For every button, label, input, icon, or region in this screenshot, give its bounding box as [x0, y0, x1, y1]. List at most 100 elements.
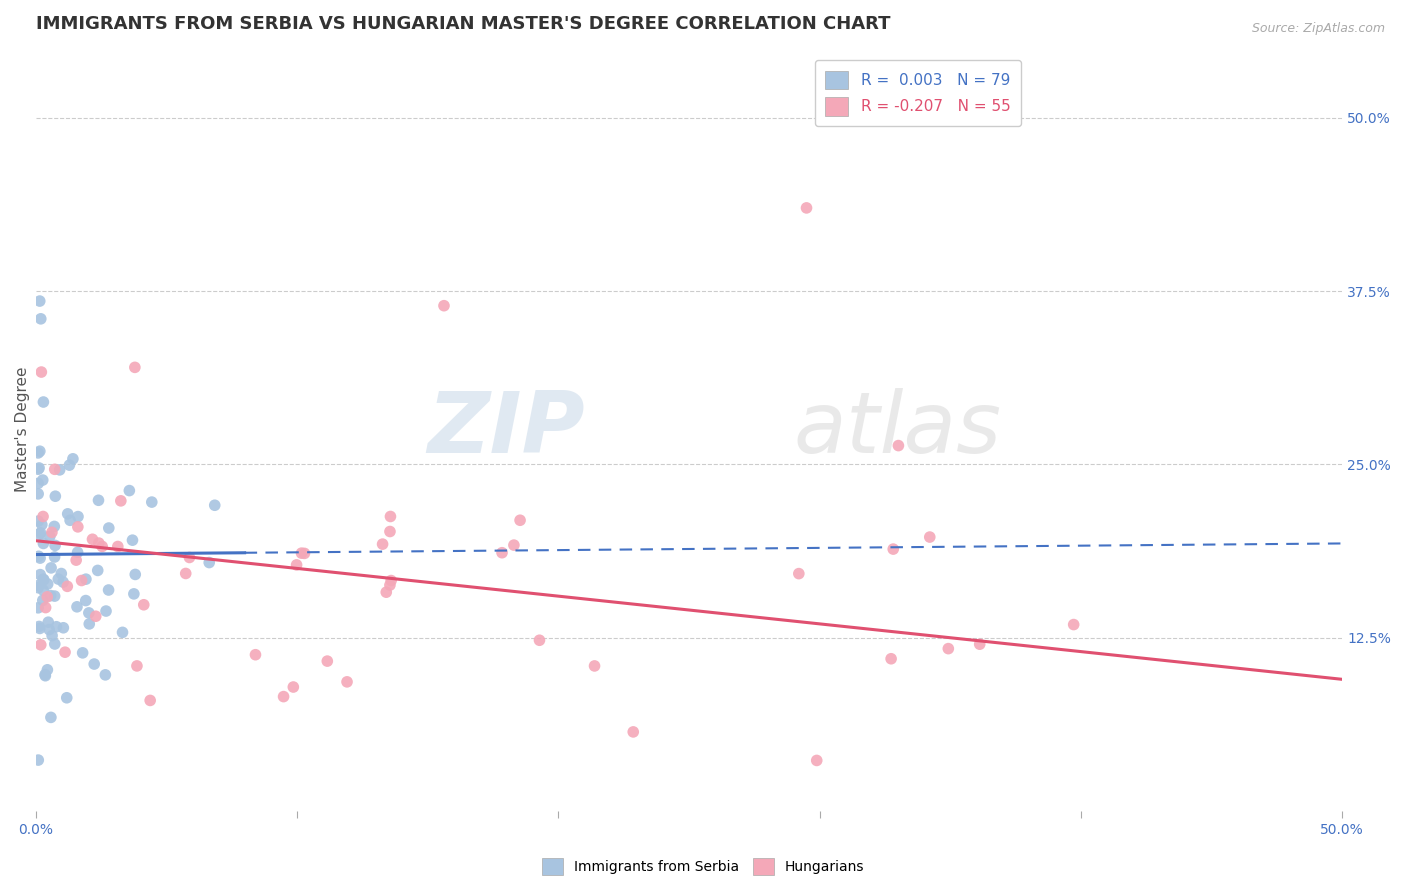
- Point: [51, 566, 73, 581]
- Point: [56, 507, 79, 521]
- Point: [32, 583, 55, 598]
- Point: [52, 621, 75, 635]
- Point: [27, 581, 49, 595]
- Point: [94, 668, 117, 682]
- Point: [39, 589, 62, 603]
- Point: [118, 483, 141, 498]
- Point: [56, 579, 79, 593]
- Point: [27, 600, 49, 615]
- Point: [59, 513, 82, 527]
- Point: [39, 710, 62, 724]
- Point: [882, 542, 904, 557]
- Text: atlas: atlas: [793, 388, 1001, 471]
- Point: [38, 529, 60, 543]
- Point: [27, 476, 49, 491]
- Point: [77, 616, 100, 631]
- Point: [37, 663, 59, 677]
- Point: [48, 463, 70, 477]
- Point: [380, 574, 402, 588]
- Point: [66, 599, 89, 614]
- Point: [30, 525, 52, 540]
- Point: [28, 444, 51, 458]
- Point: [27, 462, 49, 476]
- Point: [283, 680, 305, 694]
- Point: [37, 615, 59, 630]
- Point: [87, 563, 110, 577]
- Point: [583, 659, 606, 673]
- Point: [110, 493, 132, 508]
- Point: [91, 540, 114, 554]
- Point: [887, 439, 910, 453]
- Point: [75, 593, 97, 607]
- Point: [27, 487, 49, 501]
- Point: [65, 553, 87, 567]
- Point: [273, 690, 295, 704]
- Point: [37, 590, 59, 604]
- Point: [94, 604, 117, 618]
- Point: [122, 587, 145, 601]
- Point: [27, 753, 49, 767]
- Point: [918, 530, 941, 544]
- Point: [132, 598, 155, 612]
- Point: [46, 572, 69, 586]
- Point: [84, 609, 107, 624]
- Point: [28, 461, 51, 475]
- Point: [806, 754, 828, 768]
- Point: [529, 633, 551, 648]
- Point: [38, 623, 60, 637]
- Point: [285, 558, 308, 572]
- Point: [44, 538, 66, 552]
- Text: Source: ZipAtlas.com: Source: ZipAtlas.com: [1251, 22, 1385, 36]
- Point: [62, 451, 84, 466]
- Point: [83, 657, 105, 671]
- Point: [44, 489, 66, 503]
- Point: [58, 458, 80, 472]
- Point: [28, 622, 51, 636]
- Point: [316, 654, 339, 668]
- Point: [139, 693, 162, 707]
- Point: [30, 638, 52, 652]
- Point: [28, 527, 51, 541]
- Point: [30, 567, 52, 582]
- Point: [55, 690, 77, 705]
- Point: [39, 561, 62, 575]
- Point: [491, 546, 513, 560]
- Point: [44, 549, 66, 564]
- Point: [380, 509, 402, 524]
- Point: [32, 573, 55, 587]
- Point: [121, 533, 143, 548]
- Point: [77, 606, 100, 620]
- Point: [141, 495, 163, 509]
- Point: [45, 620, 67, 634]
- Point: [87, 536, 110, 550]
- Point: [294, 546, 316, 560]
- Point: [124, 360, 146, 375]
- Point: [66, 520, 89, 534]
- Point: [198, 556, 221, 570]
- Point: [97, 582, 120, 597]
- Point: [82, 533, 104, 547]
- Point: [66, 545, 89, 559]
- Point: [125, 659, 148, 673]
- Point: [796, 201, 818, 215]
- Point: [107, 540, 129, 554]
- Point: [336, 674, 359, 689]
- Point: [41, 525, 63, 540]
- Point: [28, 619, 51, 633]
- Point: [27, 446, 49, 460]
- Point: [34, 667, 56, 681]
- Point: [1063, 617, 1085, 632]
- Point: [44, 519, 66, 533]
- Point: [290, 546, 312, 560]
- Point: [44, 637, 66, 651]
- Point: [34, 669, 56, 683]
- Point: [32, 395, 55, 409]
- Point: [174, 566, 197, 581]
- Point: [34, 600, 56, 615]
- Point: [371, 537, 394, 551]
- Point: [179, 550, 201, 565]
- Point: [787, 566, 810, 581]
- Point: [124, 567, 146, 582]
- Point: [27, 578, 49, 592]
- Point: [503, 538, 526, 552]
